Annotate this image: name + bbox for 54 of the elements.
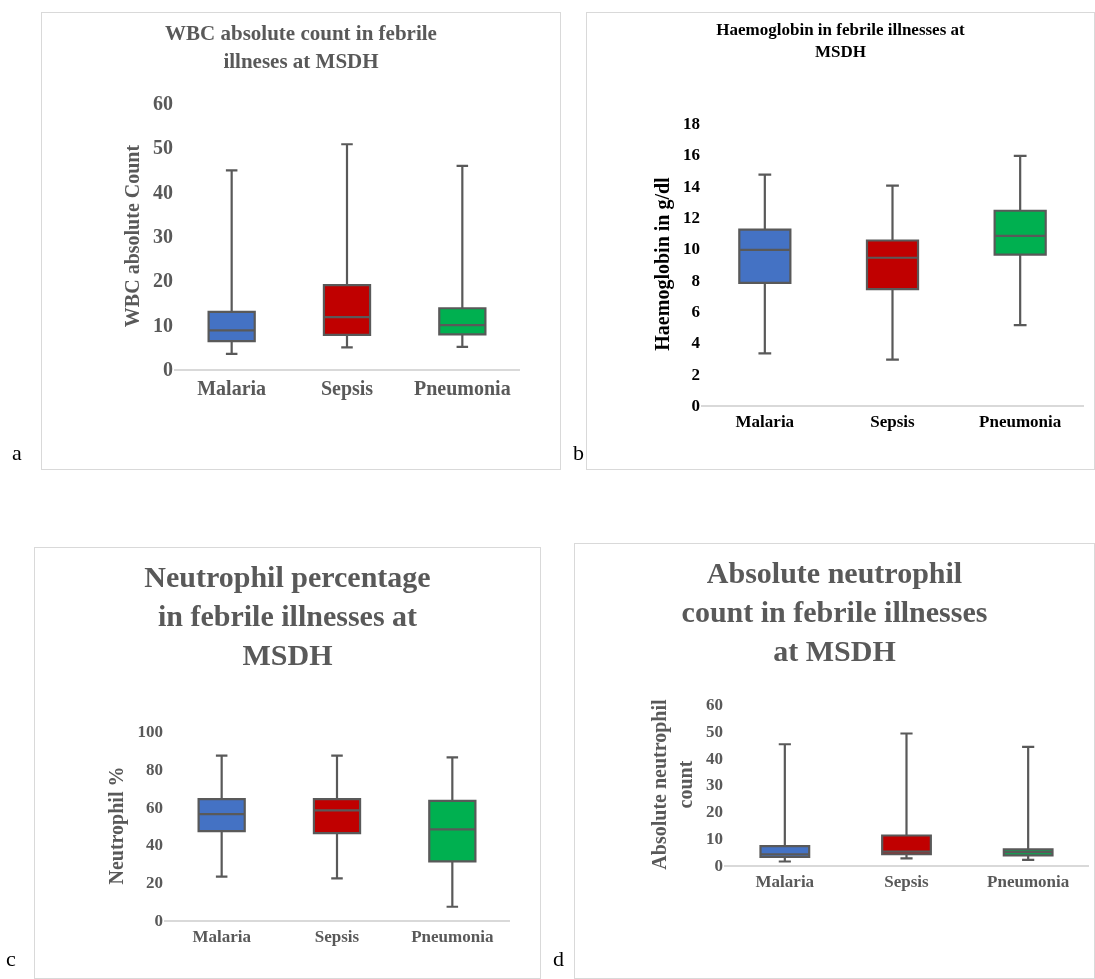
chart-title: WBC absolute count in febrile illneses at MSDH (165, 21, 437, 73)
text: d (553, 946, 564, 972)
y-tick-label: 50 (706, 721, 723, 741)
x-tick-label: Malaria (755, 871, 815, 891)
y-tick-label: 20 (706, 802, 723, 822)
y-tick-label: 2 (691, 364, 700, 384)
x-tick-label: Sepsis (320, 376, 374, 400)
y-axis-title: Absolute neutrophil count (647, 698, 696, 870)
x-tick-label: Sepsis (314, 926, 360, 946)
y-tick-label: 40 (146, 835, 163, 855)
x-tick-label: Pneumonia (979, 411, 1062, 431)
chart-title: Absolute neutrophil count in febrile illnesses at MSDH (681, 556, 988, 667)
y-tick-label: 10 (683, 239, 700, 259)
x-tick-label: Pneumonia (987, 871, 1070, 891)
y-tick-label: 8 (691, 270, 700, 290)
x-tick-label: Malaria (197, 376, 267, 399)
y-tick-label: 100 (137, 721, 163, 741)
y-tick-label: 0 (714, 855, 723, 875)
y-tick-label: 30 (706, 775, 723, 795)
y-tick-label: 20 (146, 873, 163, 893)
y-tick-label: 0 (691, 395, 700, 415)
chart-title: Neutrophil percentage in febrile illnesses at MSDH (144, 560, 431, 671)
text: a (12, 440, 22, 466)
y-tick-label: 20 (153, 269, 173, 292)
text: b (573, 440, 584, 466)
y-tick-label: 0 (154, 910, 163, 930)
y-tick-label: 60 (153, 92, 173, 114)
y-tick-label: 40 (706, 748, 723, 768)
y-tick-label: 6 (691, 301, 700, 321)
y-axis-title: Neutrophil % (105, 766, 128, 885)
y-tick-label: 60 (706, 694, 723, 714)
y-tick-label: 30 (153, 225, 173, 247)
y-tick-label: 16 (683, 145, 700, 165)
y-tick-label: 40 (153, 180, 173, 203)
y-tick-label: 80 (146, 759, 163, 779)
y-tick-label: 18 (683, 113, 700, 133)
x-tick-label: Malaria (735, 411, 795, 431)
y-tick-label: 50 (153, 136, 173, 159)
chart-title: Haemoglobin in febrile illnesses at MSDH (716, 20, 966, 62)
text: c (6, 946, 16, 972)
x-tick-label: Malaria (192, 926, 252, 946)
y-tick-label: 14 (683, 176, 701, 196)
y-tick-label: 60 (146, 797, 163, 817)
x-tick-label: Pneumonia (411, 926, 494, 946)
y-tick-label: 4 (691, 333, 701, 353)
x-tick-label: Pneumonia (413, 376, 511, 399)
y-tick-label: 10 (153, 313, 173, 336)
x-tick-label: Sepsis (870, 411, 916, 431)
y-axis-title: Haemoglobin in g/dl (650, 176, 674, 351)
y-axis-title: WBC absolute Count (120, 144, 143, 328)
y-tick-label: 12 (683, 207, 700, 227)
y-tick-label: 10 (706, 829, 723, 849)
x-tick-label: Sepsis (884, 871, 930, 891)
y-tick-label: 0 (163, 358, 173, 380)
